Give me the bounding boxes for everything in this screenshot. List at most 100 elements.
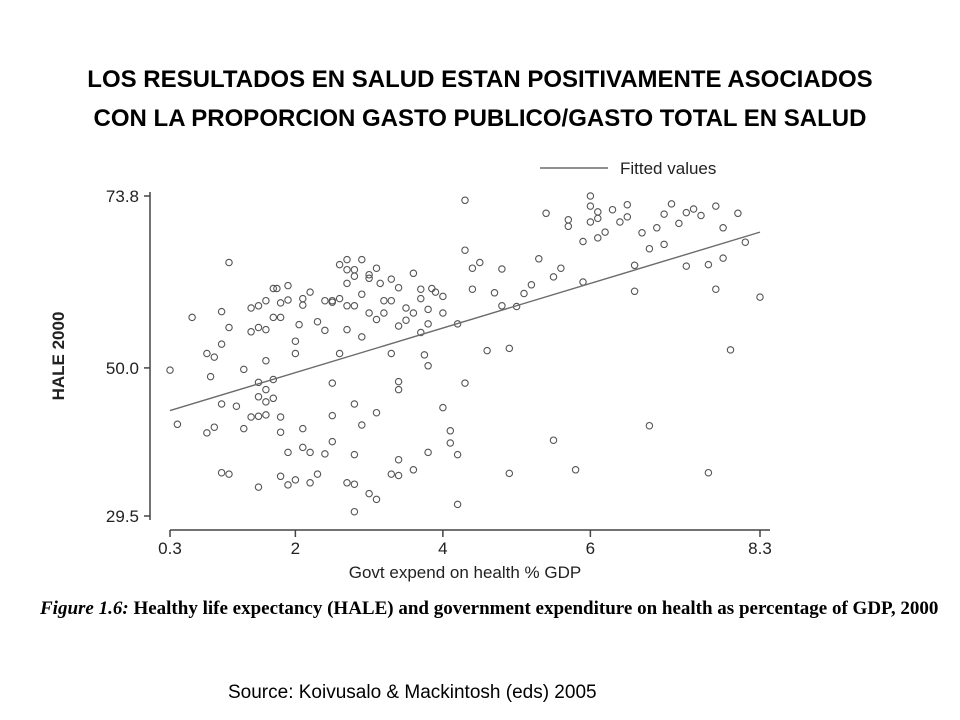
- legend-label-fitted-values: Fitted values: [620, 159, 716, 178]
- data-point: [542, 209, 550, 218]
- data-points: [166, 192, 764, 516]
- data-point: [428, 284, 436, 293]
- data-point: [350, 480, 359, 488]
- data-point: [505, 469, 514, 478]
- data-point: [394, 455, 403, 464]
- data-point: [402, 304, 410, 312]
- data-point: [535, 255, 543, 263]
- data-point: [594, 208, 602, 216]
- data-point: [284, 481, 292, 489]
- data-point: [579, 237, 587, 246]
- data-point: [380, 309, 388, 317]
- data-point: [350, 265, 359, 274]
- data-point: [365, 489, 373, 498]
- data-point: [273, 284, 281, 293]
- data-point: [409, 269, 418, 278]
- data-point: [188, 313, 196, 322]
- data-point: [276, 428, 285, 436]
- data-point: [675, 219, 683, 228]
- data-point: [350, 272, 359, 280]
- data-point: [394, 322, 403, 330]
- data-point: [203, 349, 211, 358]
- data-point: [247, 328, 255, 336]
- data-point: [328, 296, 337, 305]
- data-point: [321, 296, 329, 305]
- data-point: [284, 448, 292, 457]
- x-tick-label: 4: [438, 539, 447, 558]
- data-point: [173, 420, 182, 429]
- x-tick-label: 2: [291, 539, 300, 558]
- data-point: [564, 222, 573, 231]
- data-point: [210, 353, 219, 361]
- data-point: [217, 340, 226, 348]
- x-tick-label: 8.3: [748, 539, 772, 558]
- data-point: [645, 244, 654, 253]
- data-point: [594, 214, 602, 223]
- data-point: [247, 304, 255, 312]
- data-point: [313, 317, 322, 326]
- data-point: [358, 255, 366, 264]
- data-point: [601, 228, 609, 236]
- data-point: [299, 294, 307, 303]
- data-point: [343, 302, 351, 310]
- data-point: [262, 385, 270, 394]
- data-point: [376, 279, 384, 288]
- data-point: [328, 379, 337, 387]
- source-note: Source: Koivusalo & Mackintosh (eds) 200…: [228, 682, 597, 703]
- data-point: [520, 289, 528, 298]
- data-point: [704, 260, 713, 269]
- data-point: [468, 285, 477, 293]
- data-point: [424, 362, 432, 370]
- data-point: [417, 328, 425, 337]
- data-point: [682, 262, 691, 270]
- y-tick-label: 29.5: [106, 507, 139, 526]
- y-axis-ticks: 73.8 50.0 29.5: [106, 187, 150, 526]
- data-point: [269, 284, 278, 293]
- data-point: [203, 429, 211, 437]
- data-point: [453, 500, 462, 509]
- data-point: [335, 349, 344, 358]
- data-point: [276, 299, 285, 307]
- data-point: [358, 421, 366, 429]
- data-point: [394, 377, 403, 386]
- data-point: [350, 302, 359, 310]
- data-point: [498, 265, 506, 273]
- data-point: [476, 258, 484, 267]
- data-point: [335, 260, 344, 269]
- y-axis-label: HALE 2000: [49, 312, 68, 401]
- data-point: [453, 450, 462, 459]
- data-point: [719, 254, 727, 262]
- data-point: [608, 205, 617, 214]
- data-point: [439, 309, 447, 317]
- data-point: [490, 289, 499, 297]
- data-point: [343, 279, 351, 288]
- data-point: [387, 349, 396, 358]
- data-point: [439, 292, 447, 301]
- data-point: [712, 285, 720, 293]
- data-point: [630, 287, 639, 296]
- data-point: [343, 255, 351, 264]
- data-point: [269, 375, 278, 384]
- data-point: [402, 316, 410, 324]
- data-point: [321, 326, 329, 335]
- data-point: [247, 413, 255, 421]
- data-point: [468, 264, 477, 272]
- data-point: [343, 479, 351, 487]
- data-point: [667, 200, 676, 208]
- data-point: [498, 302, 506, 310]
- data-point: [225, 258, 233, 267]
- data-point: [365, 274, 373, 283]
- data-point: [350, 450, 359, 459]
- fitted-values-line: [169, 231, 761, 412]
- data-point: [328, 437, 337, 446]
- data-point: [217, 307, 226, 316]
- data-point: [328, 411, 337, 420]
- data-point: [424, 320, 432, 328]
- data-point: [262, 356, 270, 365]
- data-point: [719, 224, 727, 232]
- data-point: [365, 309, 373, 317]
- data-point: [343, 325, 351, 334]
- data-point: [424, 305, 432, 314]
- data-point: [557, 264, 565, 272]
